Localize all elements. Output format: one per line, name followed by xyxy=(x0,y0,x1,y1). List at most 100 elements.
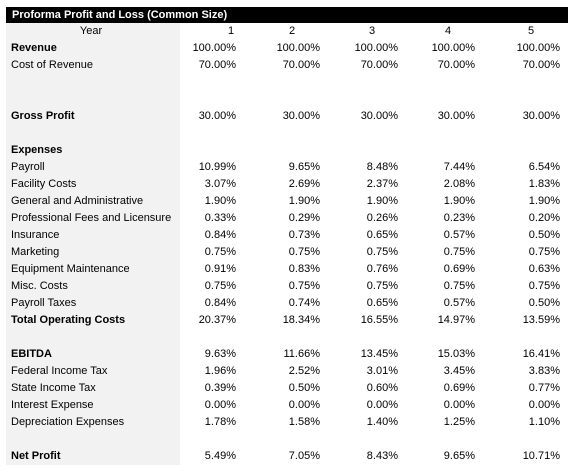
value-cell xyxy=(398,74,475,91)
value-cell xyxy=(180,74,236,91)
value-cell xyxy=(475,431,560,448)
value-cell xyxy=(320,125,398,142)
year-col-4: 4 xyxy=(444,25,452,37)
value-cell: 1.10% xyxy=(528,416,560,428)
row-label: Facility Costs xyxy=(6,176,180,193)
value-cell: 0.75% xyxy=(288,280,320,292)
table-row: Insurance 0.84% 0.73% 0.65% 0.57% 0.50% xyxy=(6,227,568,244)
table-row xyxy=(6,431,568,448)
year-header-row: Year 1 2 3 4 5 xyxy=(6,23,568,40)
value-cell: 0.75% xyxy=(443,246,475,258)
value-cell xyxy=(398,329,475,346)
value-cell: 10.71% xyxy=(522,450,560,462)
value-cell xyxy=(180,142,236,159)
value-cell: 0.75% xyxy=(204,246,236,258)
value-cell: 0.75% xyxy=(366,246,398,258)
value-cell: 30.00% xyxy=(198,110,236,122)
table-row xyxy=(6,125,568,142)
value-cell xyxy=(320,329,398,346)
row-label: Payroll Taxes xyxy=(6,295,180,312)
value-cell: 30.00% xyxy=(437,110,475,122)
value-cell: 9.63% xyxy=(204,348,236,360)
value-cell xyxy=(320,142,398,159)
value-cell: 70.00% xyxy=(437,59,475,71)
value-cell: 0.74% xyxy=(288,297,320,309)
row-label: Equipment Maintenance xyxy=(6,261,180,278)
table-row: Federal Income Tax 1.96% 2.52% 3.01% 3.45% 3.… xyxy=(6,363,568,380)
table-row: EBITDA 9.63% 11.66% 13.45% 15.03% 16.41% xyxy=(6,346,568,363)
value-cell: 8.48% xyxy=(366,161,398,173)
row-label xyxy=(6,125,180,142)
value-cell: 20.37% xyxy=(198,314,236,326)
value-cell: 100.00% xyxy=(192,42,236,54)
value-cell: 0.00% xyxy=(366,399,398,411)
table-row: Cost of Revenue 70.00% 70.00% 70.00% 70.00% 7… xyxy=(6,57,568,74)
value-cell: 0.91% xyxy=(204,263,236,275)
row-label: Cost of Revenue xyxy=(6,57,180,74)
value-cell: 0.50% xyxy=(528,297,560,309)
value-cell xyxy=(398,125,475,142)
row-label: Misc. Costs xyxy=(6,278,180,295)
value-cell: 0.00% xyxy=(443,399,475,411)
value-cell: 3.45% xyxy=(443,365,475,377)
table-title: Proforma Profit and Loss (Common Size) xyxy=(6,7,568,23)
value-cell: 1.83% xyxy=(528,178,560,190)
value-cell: 3.07% xyxy=(204,178,236,190)
value-cell: 8.43% xyxy=(366,450,398,462)
value-cell xyxy=(236,74,320,91)
row-label: Insurance xyxy=(6,227,180,244)
value-cell: 0.39% xyxy=(204,382,236,394)
table-row xyxy=(6,74,568,91)
table-row xyxy=(6,91,568,108)
value-cell: 7.44% xyxy=(443,161,475,173)
value-cell: 5.49% xyxy=(204,450,236,462)
value-cell: 0.57% xyxy=(443,297,475,309)
value-cell: 0.50% xyxy=(288,382,320,394)
value-cell xyxy=(236,125,320,142)
value-cell: 0.75% xyxy=(366,280,398,292)
value-cell: 0.73% xyxy=(288,229,320,241)
value-cell: 14.97% xyxy=(437,314,475,326)
table-row: State Income Tax 0.39% 0.50% 0.60% 0.69% 0.77… xyxy=(6,380,568,397)
value-cell: 18.34% xyxy=(282,314,320,326)
row-label: State Income Tax xyxy=(6,380,180,397)
table-row: Interest Expense 0.00% 0.00% 0.00% 0.00% 0.00… xyxy=(6,397,568,414)
value-cell: 0.69% xyxy=(443,263,475,275)
row-label xyxy=(6,329,180,346)
value-cell: 0.83% xyxy=(288,263,320,275)
year-col-1: 1 xyxy=(227,25,235,37)
value-cell: 2.37% xyxy=(366,178,398,190)
year-col-3: 3 xyxy=(368,25,376,37)
value-cell xyxy=(320,74,398,91)
row-label: Federal Income Tax xyxy=(6,363,180,380)
value-cell: 11.66% xyxy=(283,348,321,360)
value-cell: 100.00% xyxy=(276,42,320,54)
value-cell: 1.90% xyxy=(366,195,398,207)
value-cell: 2.69% xyxy=(288,178,320,190)
value-cell: 0.26% xyxy=(366,212,398,224)
value-cell: 10.99% xyxy=(198,161,236,173)
value-cell xyxy=(180,329,236,346)
value-cell: 0.84% xyxy=(204,229,236,241)
value-cell: 0.60% xyxy=(366,382,398,394)
table-row: Total Operating Costs 20.37% 18.34% 16.55% 1… xyxy=(6,312,568,329)
value-cell: 30.00% xyxy=(522,110,560,122)
table-row: Payroll Taxes 0.84% 0.74% 0.65% 0.57% 0.50% xyxy=(6,295,568,312)
table-row xyxy=(6,329,568,346)
value-cell: 100.00% xyxy=(431,42,475,54)
value-cell xyxy=(180,431,236,448)
table-row: Facility Costs 3.07% 2.69% 2.37% 2.08% 1.83% xyxy=(6,176,568,193)
value-cell: 1.78% xyxy=(204,416,236,428)
row-label: Net Profit xyxy=(6,448,180,465)
value-cell: 70.00% xyxy=(360,59,398,71)
row-label: Expenses xyxy=(6,142,180,159)
value-cell: 0.76% xyxy=(366,263,398,275)
value-cell: 13.45% xyxy=(360,348,398,360)
value-cell: 7.05% xyxy=(288,450,320,462)
value-cell xyxy=(398,91,475,108)
value-cell: 13.59% xyxy=(522,314,560,326)
row-label xyxy=(6,91,180,108)
table-row: Marketing 0.75% 0.75% 0.75% 0.75% 0.75% xyxy=(6,244,568,261)
row-label xyxy=(6,74,180,91)
value-cell: 0.84% xyxy=(204,297,236,309)
